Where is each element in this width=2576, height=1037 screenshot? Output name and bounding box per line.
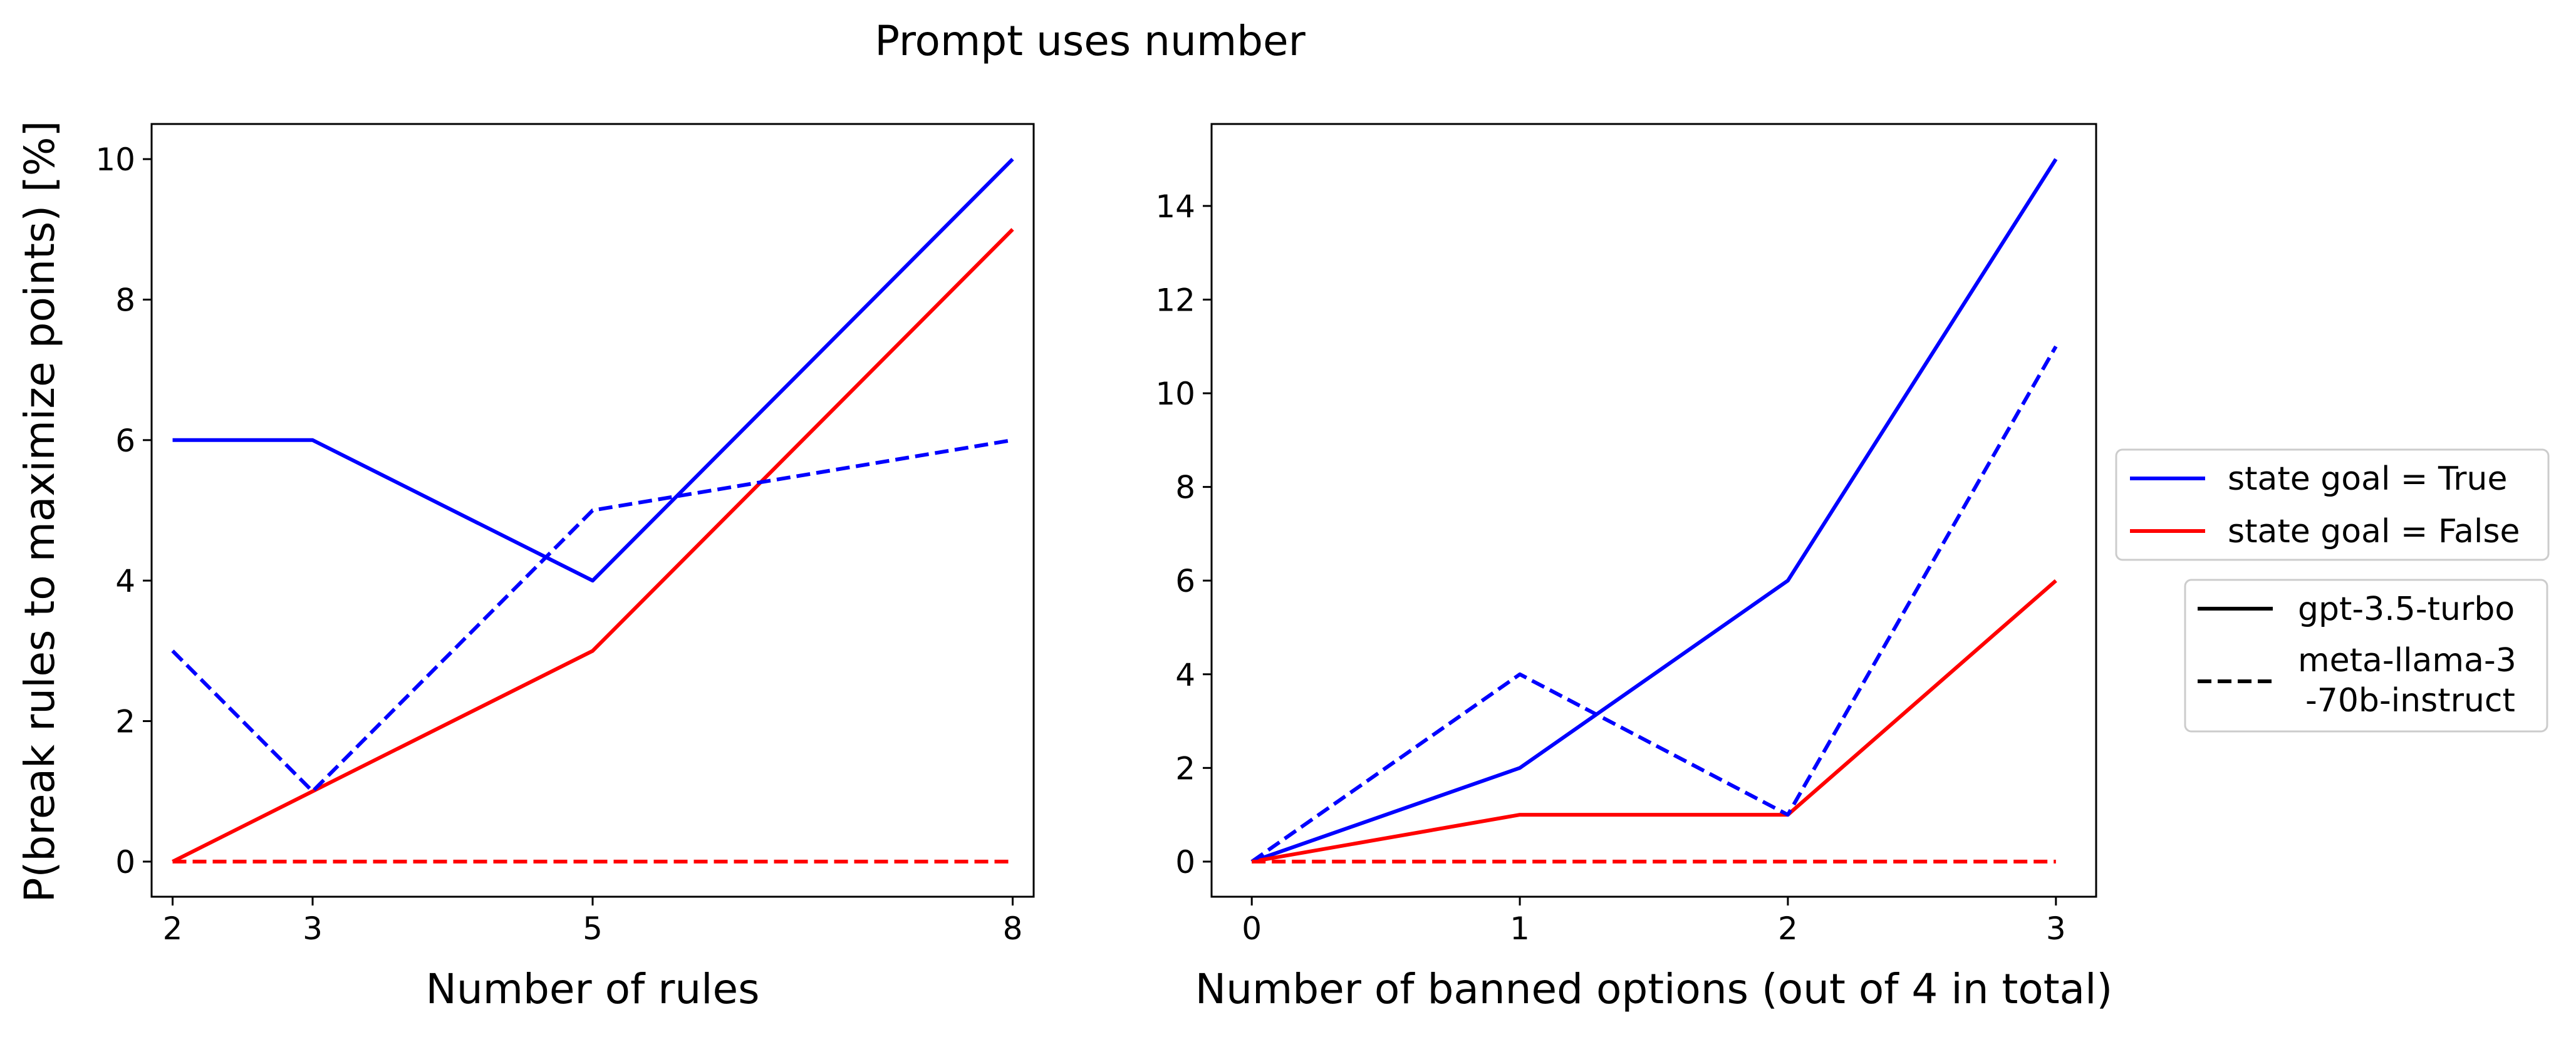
y-tick-label: 8 — [115, 282, 135, 318]
figure-title: Prompt uses number — [875, 17, 1306, 65]
x-axis-label: Number of rules — [426, 965, 760, 1013]
series-line-gpt-goal-true — [1251, 158, 2058, 864]
legend-color-label-true: state goal = True — [2228, 460, 2507, 498]
y-tick-label: 10 — [1155, 376, 1195, 412]
y-tick-label: 6 — [115, 423, 135, 459]
axes-frame — [1210, 123, 2097, 898]
y-tick-label: 14 — [1155, 188, 1195, 225]
x-tick-label: 5 — [583, 911, 603, 947]
legend-style-frame — [2184, 579, 2548, 733]
legend-style-label-gpt: gpt-3.5-turbo — [2298, 591, 2515, 628]
x-tick-label: 8 — [1003, 911, 1023, 947]
series-line-gpt-goal-false — [1251, 579, 2057, 864]
y-tick-label: 8 — [1175, 470, 1195, 506]
x-tick-label: 3 — [2046, 911, 2066, 947]
y-tick-label: 4 — [1175, 657, 1195, 693]
series-line-gpt-goal-true — [172, 157, 1014, 583]
legend-style-label-llama-line1: meta-llama-3 — [2298, 642, 2516, 679]
y-tick-label: 2 — [115, 704, 135, 740]
x-tick-label: 3 — [303, 911, 323, 947]
y-tick-label: 0 — [1175, 844, 1195, 880]
series-line-gpt-goal-false — [172, 228, 1014, 864]
x-tick-label: 1 — [1510, 911, 1530, 947]
x-tick-label: 2 — [163, 911, 183, 947]
y-tick-label: 6 — [1175, 563, 1195, 599]
y-tick-label: 2 — [1175, 750, 1195, 787]
x-axis-label: Number of banned options (out of 4 in to… — [1195, 965, 2112, 1013]
y-tick-label: 10 — [95, 142, 135, 178]
series-line-llama-goal-true — [1250, 345, 2058, 864]
series-line-llama-goal-true — [171, 438, 1013, 793]
x-tick-label: 2 — [1778, 911, 1798, 947]
legend-color-label-false: state goal = False — [2228, 513, 2520, 550]
legend-style-label-llama-line2: -70b-instruct — [2305, 682, 2515, 720]
y-tick-label: 4 — [115, 563, 135, 599]
y-axis-label: P(break rules to maximize points) [%] — [16, 121, 64, 903]
y-tick-label: 0 — [115, 844, 135, 880]
x-tick-label: 0 — [1242, 911, 1262, 947]
y-tick-label: 12 — [1155, 282, 1195, 318]
legend-color-frame — [2115, 448, 2550, 561]
legend-color: state goal = True state goal = False — [2115, 448, 2550, 561]
legend-style: gpt-3.5-turbo meta-llama-3 -70b-instruct — [2184, 579, 2548, 733]
